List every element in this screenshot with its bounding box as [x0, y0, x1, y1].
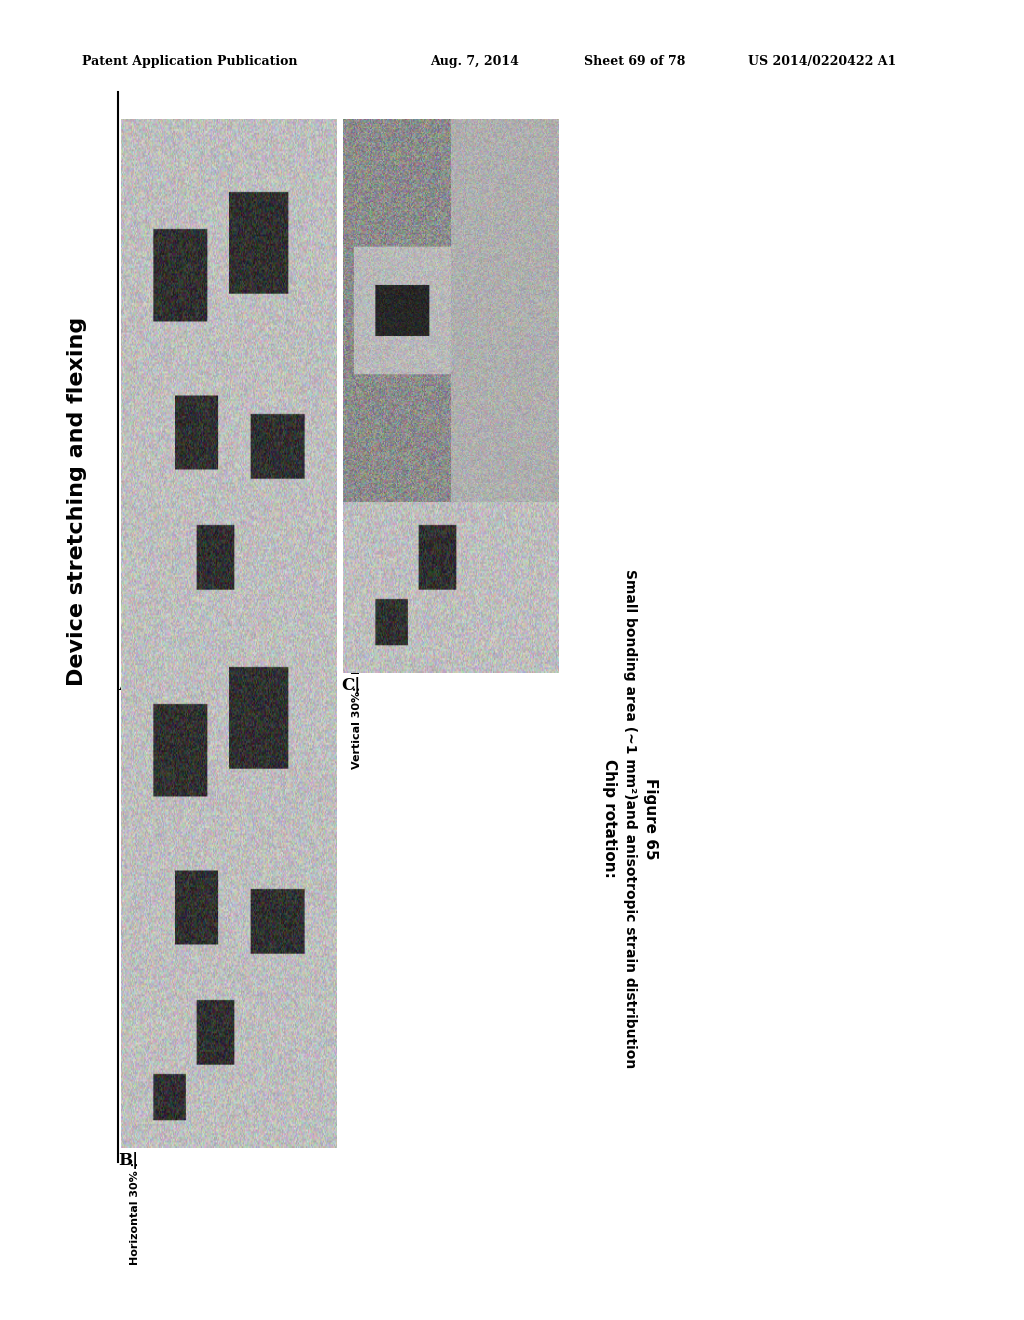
- Text: Sheet 69 of 78: Sheet 69 of 78: [584, 55, 685, 69]
- Text: Aug. 7, 2014: Aug. 7, 2014: [430, 55, 519, 69]
- Text: Vertical 30%:: Vertical 30%:: [352, 686, 362, 770]
- Text: D|: D|: [341, 519, 361, 536]
- Text: Flexing (radius ~2 cm):: Flexing (radius ~2 cm):: [352, 528, 362, 675]
- Text: Small bonding area (~1 mm²)and anisotropic strain distribution: Small bonding area (~1 mm²)and anisotrop…: [623, 569, 637, 1068]
- Text: C|: C|: [341, 677, 360, 694]
- Text: Device stretching and flexing: Device stretching and flexing: [67, 317, 87, 686]
- Text: B|: B|: [118, 1152, 138, 1170]
- Text: As made:: As made:: [130, 686, 140, 744]
- Text: Figure 65: Figure 65: [643, 777, 657, 859]
- Text: Patent Application Publication: Patent Application Publication: [82, 55, 297, 69]
- Text: Chip rotation:: Chip rotation:: [602, 759, 616, 878]
- Text: Horizontal 30% :: Horizontal 30% :: [130, 1162, 140, 1265]
- Text: A|: A|: [118, 677, 137, 694]
- Text: US 2014/0220422 A1: US 2014/0220422 A1: [748, 55, 896, 69]
